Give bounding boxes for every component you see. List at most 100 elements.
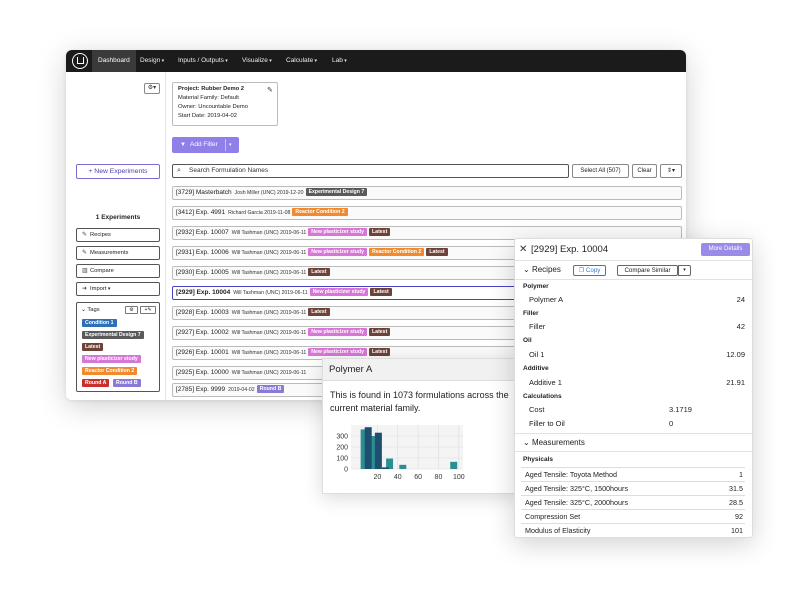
recipe-category: Additive (523, 365, 549, 372)
recipes-section-header[interactable]: ⌄ Recipes (523, 265, 561, 274)
experiment-row[interactable]: [3729] Masterbatch Josh Miller (UNC) 2019… (172, 186, 682, 200)
experiment-tag[interactable]: New plasticizer study (308, 348, 368, 356)
recipe-row[interactable]: Polymer A 24 (529, 295, 745, 304)
recipe-row[interactable]: Additive 1 21.91 (529, 378, 745, 387)
import-button[interactable]: ➜ Import ▾ (76, 282, 160, 296)
experiment-tag[interactable]: Latest (308, 308, 330, 316)
experiment-tag[interactable]: Latest (369, 228, 391, 236)
add-tag-button[interactable]: +✎ (140, 306, 156, 314)
measurement-row[interactable]: Aged Tensile: 325°C, 1500hours 31.5 (521, 481, 745, 495)
detail-title: [2929] Exp. 10004 (531, 244, 609, 255)
tag-settings-gear-icon[interactable]: ⚙ (125, 306, 138, 314)
experiment-name: [2931] Exp. 10006 (176, 249, 229, 256)
sidebar-tag[interactable]: Round A (82, 379, 110, 387)
experiment-row[interactable]: [2932] Exp. 10007 Will Tashman (UNC) 2019… (172, 226, 682, 240)
divider (225, 139, 226, 151)
experiment-name: [2926] Exp. 10001 (176, 349, 229, 356)
recipe-row[interactable]: Oil 1 12.09 (529, 350, 745, 359)
ingredient-popover: Polymer A This is found in 1073 formulat… (322, 358, 519, 494)
recipe-category: Polymer (523, 283, 549, 290)
experiment-tag[interactable]: Round B (256, 385, 285, 393)
histogram-bar (450, 461, 458, 469)
experiment-tag[interactable]: Reactor Condition 2 (292, 208, 348, 216)
sidebar-tag[interactable]: Latest (82, 343, 104, 351)
experiment-name: [2929] Exp. 10004 (176, 289, 231, 296)
copy-button[interactable]: ❐ Copy (573, 265, 606, 276)
popover-description: This is found in 1073 formulations acros… (330, 390, 509, 413)
measurement-row[interactable]: Aged Tensile: 325°C, 2000hours 28.5 (521, 495, 745, 509)
nav-lab[interactable]: Lab (326, 50, 353, 72)
measurements-section-header[interactable]: ⌄ Measurements (523, 438, 585, 447)
x-tick-label: 60 (414, 474, 422, 481)
pencil-icon: ✎ (82, 250, 88, 256)
sidebar-tag[interactable]: Condition 1 (82, 319, 117, 327)
compare-button[interactable]: ▥ Compare (76, 264, 160, 278)
edit-icon[interactable]: ✎ (267, 87, 273, 94)
experiment-meta: Will Tashman (UNC) 2019-06-11 (233, 290, 308, 296)
search-input[interactable]: ⌕ Search Formulation Names (172, 164, 569, 178)
close-icon[interactable]: ✕ (519, 244, 528, 255)
experiment-tag[interactable]: Experimental Design 7 (305, 188, 368, 196)
experiment-tag[interactable]: New plasticizer study (308, 228, 368, 236)
experiment-meta: 2019-04-02 (228, 387, 255, 393)
clear-button[interactable]: Clear (632, 164, 657, 178)
measurement-row[interactable]: Modulus of Elasticity 101 (521, 523, 745, 537)
physicals-header: Physicals (523, 456, 553, 463)
experiment-tag[interactable]: Reactor Condition 2 (369, 248, 425, 256)
measurements-button[interactable]: ✎ Measurements (76, 246, 160, 260)
calculations-header: Calculations (523, 393, 562, 400)
y-tick-label: 200 (336, 445, 348, 452)
experiment-name: [3729] Masterbatch (176, 189, 232, 196)
nav-calculate[interactable]: Calculate (280, 50, 323, 72)
calculation-row[interactable]: Filler to Oil 0 (529, 419, 674, 428)
experiment-tag[interactable]: Latest (426, 248, 448, 256)
more-details-button[interactable]: More Details (701, 243, 750, 256)
experiment-meta: Will Tashman (UNC) 2019-06-11 (231, 350, 307, 356)
measurement-row[interactable]: Aged Tensile: Toyota Method 1 (521, 467, 745, 481)
new-experiments-button[interactable]: + New Experiments (76, 164, 160, 179)
nav-design[interactable]: Design (134, 50, 170, 72)
top-navbar: Dashboard Design Inputs / Outputs Visual… (66, 50, 686, 72)
experiment-tag[interactable]: New plasticizer study (309, 288, 369, 296)
experiment-tag[interactable]: Latest (308, 268, 330, 276)
settings-gear-button[interactable]: ⚙▾ (144, 83, 160, 94)
sidebar: ⚙▾ + New Experiments 1 Experiments ✎ Reci… (66, 72, 166, 400)
app-logo-icon[interactable] (72, 53, 88, 69)
experiment-name: [2927] Exp. 10002 (176, 329, 229, 336)
nav-visualize[interactable]: Visualize (236, 50, 278, 72)
tags-header[interactable]: ⌄ Tags (81, 307, 100, 313)
experiment-name: [2930] Exp. 10005 (176, 269, 229, 276)
add-filter-button[interactable]: ▼ Add Filter ▾ (172, 137, 239, 153)
sidebar-tag[interactable]: Reactor Condition 2 (82, 367, 138, 375)
sidebar-tag[interactable]: Experimental Design 7 (82, 331, 144, 339)
experiment-tag[interactable]: Latest (369, 328, 391, 336)
pencil-icon: ✎ (82, 232, 88, 238)
experiment-tag[interactable]: Latest (370, 288, 392, 296)
recipes-button[interactable]: ✎ Recipes (76, 228, 160, 242)
project-start-date: Start Date: 2019-04-02 (178, 113, 237, 119)
experiment-name: [2785] Exp. 9999 (176, 386, 226, 393)
compare-similar-button[interactable]: Compare Similar (617, 265, 678, 276)
select-all-button[interactable]: Select All (507) (572, 164, 629, 178)
measurement-row[interactable]: Compression Set 92 (521, 509, 745, 523)
copy-icon: ❐ (578, 267, 586, 274)
sidebar-tag[interactable]: New plasticizer study (82, 355, 141, 363)
nav-dashboard[interactable]: Dashboard (92, 50, 136, 72)
experiment-tag[interactable]: New plasticizer study (308, 328, 368, 336)
sidebar-tag[interactable]: Round B (113, 379, 141, 387)
calculation-row[interactable]: Cost 3.1719 (529, 405, 692, 414)
experiment-tag[interactable]: Latest (369, 348, 391, 356)
experiment-row[interactable]: [3412] Exp. 4991 Richard Garcia 2019-11-0… (172, 206, 682, 220)
recipe-category: Filler (523, 310, 539, 317)
sort-button[interactable]: ⇕▾ (660, 164, 682, 178)
chevron-down-icon[interactable]: ▾ (678, 265, 691, 276)
chevron-down-icon[interactable]: ▾ (229, 142, 232, 148)
experiment-meta: Will Tashman (UNC) 2019-06-11 (231, 370, 307, 376)
histogram-bar (364, 427, 372, 469)
nav-inputs-outputs[interactable]: Inputs / Outputs (172, 50, 234, 72)
histogram-bar (386, 458, 394, 469)
filter-icon: ▼ (180, 142, 186, 148)
experiment-meta: Will Tashman (UNC) 2019-06-11 (231, 270, 307, 276)
experiment-tag[interactable]: New plasticizer study (308, 248, 368, 256)
recipe-row[interactable]: Filler 42 (529, 322, 745, 331)
